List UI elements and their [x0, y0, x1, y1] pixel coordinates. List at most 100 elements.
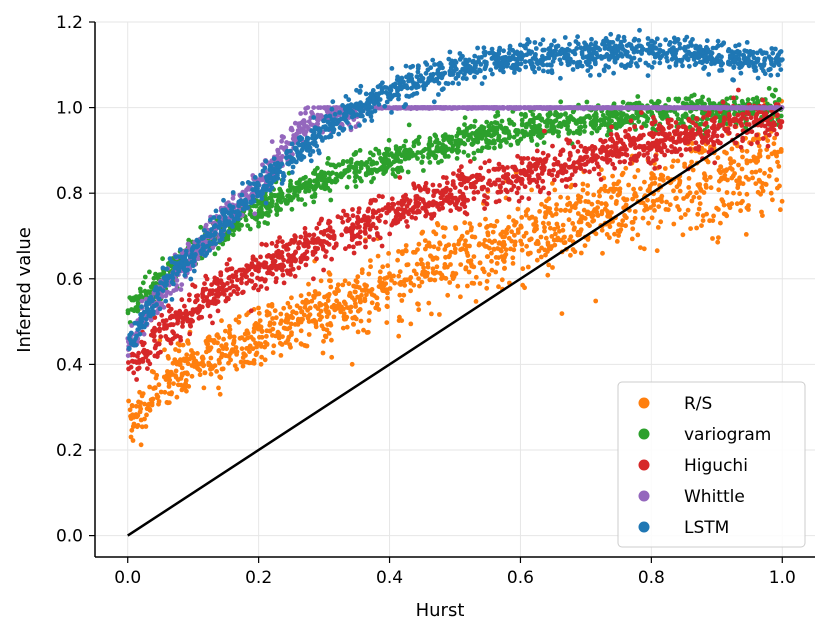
data-point: [619, 172, 625, 178]
data-point: [166, 380, 172, 386]
data-point: [659, 193, 665, 199]
data-point: [534, 148, 540, 154]
data-point: [599, 201, 604, 206]
data-point: [334, 298, 339, 304]
data-point: [316, 221, 322, 227]
data-point: [554, 202, 559, 208]
data-point: [211, 338, 217, 343]
data-point: [373, 198, 378, 203]
data-point: [197, 303, 203, 309]
data-point: [227, 285, 233, 291]
data-point: [445, 292, 451, 298]
data-point: [152, 338, 157, 343]
data-point: [385, 295, 390, 301]
data-point: [174, 278, 180, 283]
data-point: [575, 139, 581, 145]
data-point: [535, 129, 540, 135]
data-point: [715, 138, 720, 144]
data-point: [593, 231, 599, 237]
data-point: [565, 122, 570, 128]
data-point: [427, 243, 433, 249]
data-point: [429, 150, 434, 156]
data-point: [368, 258, 373, 263]
data-point: [190, 318, 196, 324]
data-point: [738, 144, 744, 150]
data-point: [357, 234, 363, 240]
data-point: [717, 169, 723, 174]
data-point: [715, 239, 721, 245]
data-point: [407, 198, 413, 204]
data-point: [226, 354, 232, 359]
data-point: [240, 355, 246, 360]
data-point: [614, 132, 620, 137]
data-point: [206, 299, 212, 305]
data-point: [703, 138, 709, 143]
data-point: [416, 134, 422, 140]
data-point: [359, 178, 364, 184]
data-point: [560, 222, 566, 228]
data-point: [550, 181, 555, 186]
data-point: [634, 137, 640, 142]
data-point: [135, 353, 140, 359]
data-point: [138, 406, 144, 412]
data-point: [346, 244, 352, 249]
data-point: [237, 267, 242, 273]
data-point: [645, 155, 651, 161]
data-point: [378, 213, 384, 219]
data-point: [386, 202, 391, 207]
data-point: [523, 112, 528, 117]
data-point: [533, 166, 539, 172]
data-point: [427, 160, 433, 165]
data-point: [396, 249, 401, 254]
data-point: [632, 215, 638, 221]
data-point: [428, 277, 434, 282]
data-point: [531, 222, 536, 227]
data-point: [475, 189, 481, 195]
data-point: [558, 207, 564, 213]
data-point: [318, 105, 323, 110]
data-point: [599, 227, 605, 233]
data-point: [639, 110, 644, 115]
data-point: [772, 135, 777, 141]
data-point: [220, 241, 226, 247]
data-point: [436, 160, 441, 165]
data-point: [416, 241, 422, 247]
data-point: [347, 292, 353, 298]
data-point: [608, 131, 614, 137]
data-point: [550, 213, 555, 218]
data-point: [390, 167, 396, 173]
data-point: [496, 161, 502, 167]
data-point: [468, 181, 474, 187]
data-point: [311, 187, 317, 192]
data-point: [417, 283, 422, 289]
data-point: [552, 242, 558, 248]
data-point: [288, 321, 294, 327]
data-point: [451, 181, 456, 187]
data-point: [512, 232, 517, 238]
data-point: [346, 281, 352, 287]
data-point: [293, 337, 299, 343]
data-point: [229, 279, 235, 284]
data-point: [420, 261, 425, 267]
data-point: [319, 323, 325, 329]
data-point: [699, 110, 705, 116]
data-point: [404, 219, 409, 224]
data-point: [253, 340, 258, 346]
data-point: [585, 183, 591, 188]
data-point: [571, 130, 576, 136]
data-point: [724, 126, 730, 132]
data-point: [356, 209, 361, 215]
data-point: [496, 133, 502, 139]
data-point: [534, 257, 540, 263]
data-point: [310, 318, 315, 324]
data-point: [179, 373, 185, 378]
data-point: [570, 221, 576, 226]
data-point: [533, 216, 538, 222]
data-point: [702, 173, 708, 179]
data-point: [753, 158, 759, 164]
data-point: [165, 370, 171, 376]
data-point: [325, 298, 331, 303]
data-point: [776, 164, 782, 169]
data-point: [265, 221, 270, 226]
data-point: [187, 322, 193, 328]
